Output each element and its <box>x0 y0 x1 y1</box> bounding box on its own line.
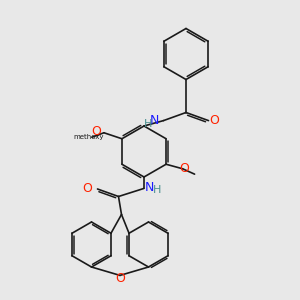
Text: O: O <box>115 272 125 286</box>
Text: H: H <box>144 118 153 129</box>
Text: O: O <box>179 162 189 175</box>
Text: methoxy: methoxy <box>74 134 104 140</box>
Text: O: O <box>209 114 219 127</box>
Text: N: N <box>149 113 159 127</box>
Text: O: O <box>91 125 101 138</box>
Text: N: N <box>145 181 154 194</box>
Text: H: H <box>153 185 161 195</box>
Text: O: O <box>82 182 92 195</box>
